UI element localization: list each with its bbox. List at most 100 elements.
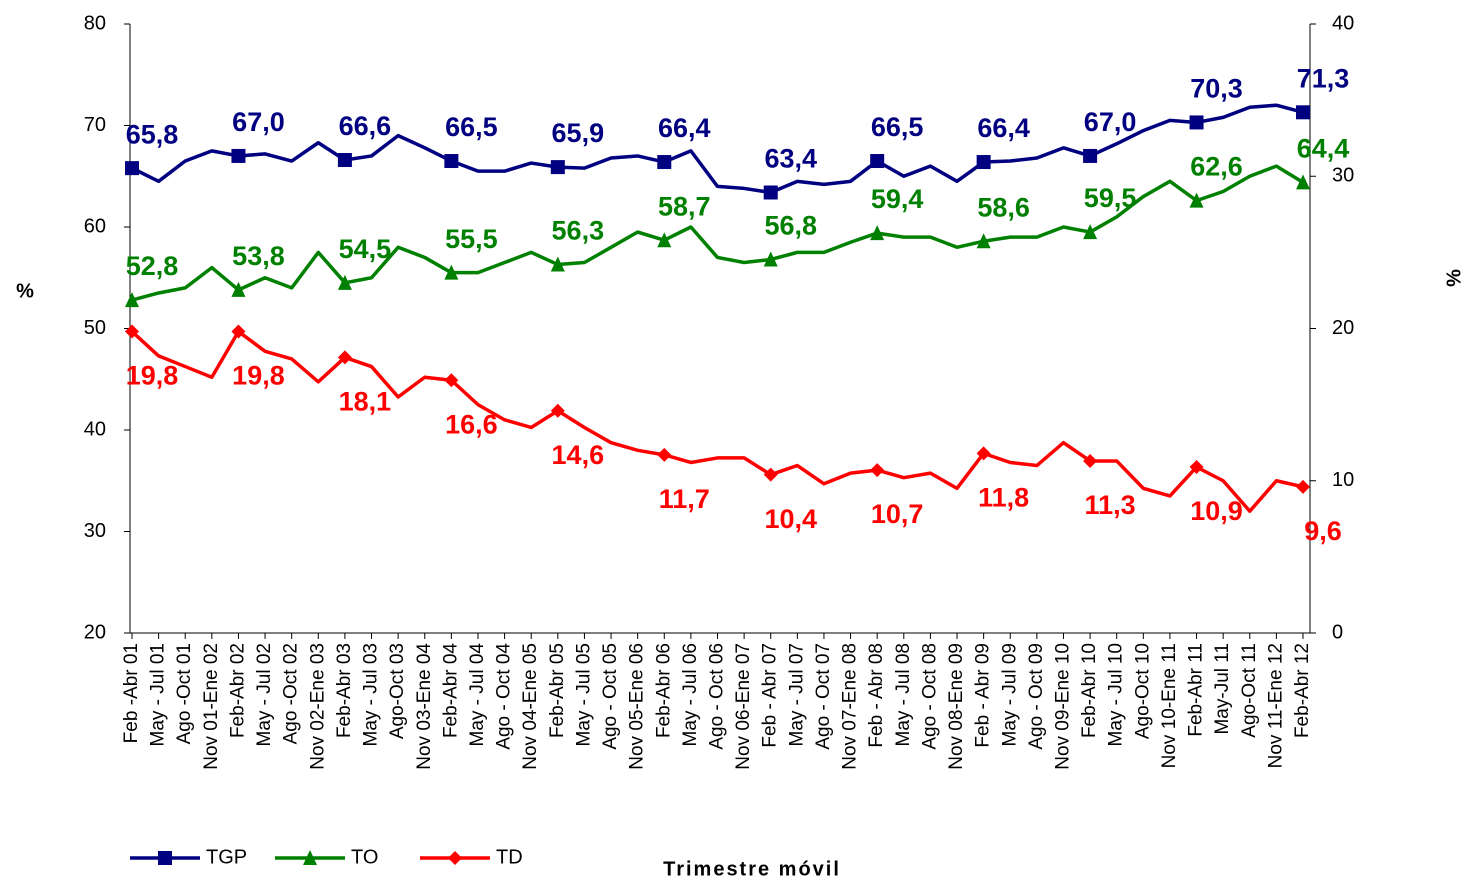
data-label: 66,4 — [977, 113, 1030, 143]
data-label: 56,3 — [552, 216, 605, 246]
data-label: 66,5 — [871, 112, 924, 142]
marker — [231, 281, 246, 297]
y2-tick-label: 10 — [1332, 469, 1354, 491]
x-tick-label: Nov 02-Ene 03 — [307, 643, 328, 770]
data-label: 10,7 — [871, 499, 924, 529]
x-tick-label: Nov 07-Ene 08 — [840, 643, 861, 770]
legend-label: TD — [496, 846, 523, 868]
x-tick-label: Nov 03-Ene 04 — [414, 643, 435, 770]
marker — [125, 324, 139, 339]
x-tick-label: Feb-Abr 03 — [334, 643, 355, 738]
y-tick-label: 20 — [84, 621, 106, 643]
x-tick-label: Nov 05-Ene 06 — [627, 643, 648, 770]
x-tick-label: Feb - Abr 07 — [760, 643, 781, 748]
marker — [976, 155, 991, 170]
x-tick-label: May - Jul 07 — [786, 643, 807, 746]
x-tick-label: May - Jul 05 — [573, 643, 594, 746]
x-tick-label: Ago-Oct 10 — [1132, 643, 1153, 739]
marker — [125, 292, 139, 308]
x-tick-label: Nov 08-Ene 09 — [946, 643, 967, 770]
data-label: 18,1 — [339, 387, 392, 417]
data-label: 9,6 — [1304, 516, 1342, 546]
x-tick-label: Feb-Abr 02 — [227, 643, 248, 738]
x-tick-label: May - Jul 06 — [680, 643, 701, 746]
legend-marker — [448, 851, 462, 865]
data-label: 52,8 — [126, 251, 179, 281]
y2-axis-label: % — [1443, 269, 1465, 287]
legend-label: TO — [351, 846, 378, 868]
x-tick-label: Ago - Oct 09 — [1026, 643, 1047, 750]
data-label: 10,4 — [764, 504, 817, 534]
series-line — [131, 103, 1304, 195]
marker — [125, 161, 139, 176]
y-tick-label: 30 — [84, 520, 106, 542]
y2-tick-label: 20 — [1332, 317, 1354, 339]
data-label: 65,8 — [126, 119, 179, 149]
data-label: 14,6 — [552, 440, 605, 470]
y2-tick-label: 0 — [1332, 621, 1343, 643]
marker — [337, 350, 352, 365]
data-label: 11,8 — [978, 482, 1029, 512]
x-tick-label: Feb-Abr 10 — [1079, 643, 1100, 738]
x-tick-label: Feb - Abr 08 — [866, 643, 887, 748]
data-label: 64,4 — [1297, 133, 1350, 163]
data-label: 67,0 — [232, 107, 285, 137]
marker — [1296, 105, 1310, 120]
legend-marker — [158, 851, 172, 865]
x-tick-label: May - Jul 04 — [467, 643, 488, 747]
x-tick-label: Ago-Oct 11 — [1239, 643, 1260, 738]
data-label: 62,6 — [1190, 152, 1243, 182]
x-tick-label: Ago -Oct 01 — [174, 643, 195, 744]
x-tick-label: May - Jul 02 — [254, 643, 275, 746]
data-label: 56,8 — [764, 211, 817, 241]
y2-tick-label: 40 — [1332, 12, 1354, 34]
series-line — [131, 164, 1304, 302]
y-tick-label: 80 — [84, 12, 106, 34]
x-tick-label: Nov 06-Ene 07 — [733, 643, 754, 770]
marker — [1296, 479, 1310, 494]
data-label: 66,6 — [339, 111, 392, 141]
x-tick-label: Ago - Oct 05 — [600, 643, 621, 750]
legend-marker — [303, 850, 317, 865]
data-label: 65,9 — [552, 118, 605, 148]
marker — [657, 447, 672, 462]
marker — [550, 160, 565, 175]
x-tick-label: Ago -Oct 02 — [281, 643, 302, 744]
data-label: 70,3 — [1190, 74, 1243, 104]
data-label: 58,6 — [977, 192, 1030, 222]
marker — [231, 324, 246, 339]
marker — [550, 403, 565, 418]
marker — [337, 153, 352, 168]
data-label: 16,6 — [445, 409, 498, 439]
marker — [444, 373, 459, 388]
x-tick-label: May - Jul 09 — [999, 643, 1020, 746]
marker — [1296, 174, 1310, 190]
data-label: 11,7 — [659, 484, 710, 514]
marker — [550, 256, 565, 272]
x-tick-label: Nov 10-Ene 11 — [1159, 643, 1180, 768]
data-label: 55,5 — [445, 224, 498, 254]
data-label: 59,5 — [1084, 183, 1137, 213]
x-tick-label: Feb - Abr 09 — [973, 643, 994, 748]
x-tick-label: Nov 01-Ene 02 — [201, 643, 222, 770]
marker — [444, 154, 459, 169]
marker — [1189, 460, 1204, 475]
y-tick-label: 70 — [84, 114, 106, 136]
marker — [444, 264, 459, 280]
x-tick-label: Nov 04-Ene 05 — [520, 643, 541, 770]
x-tick-label: Ago - Oct 04 — [494, 643, 515, 750]
marker — [763, 251, 778, 267]
marker — [1083, 148, 1098, 163]
marker — [657, 232, 672, 248]
marker — [870, 463, 885, 478]
series-line — [130, 329, 1304, 513]
x-tick-label: Feb-Abr 11 — [1186, 643, 1207, 737]
x-tick-label: May - Jul 08 — [893, 643, 914, 746]
data-label: 66,5 — [445, 112, 498, 142]
x-axis-label: Trimestre móvil — [663, 858, 841, 880]
data-label: 19,8 — [232, 361, 285, 391]
marker — [1189, 192, 1204, 208]
x-tick-label: May - Jul 10 — [1106, 643, 1127, 746]
x-tick-label: Feb -Abr 01 — [121, 643, 142, 743]
y2-tick-label: 30 — [1332, 165, 1354, 187]
